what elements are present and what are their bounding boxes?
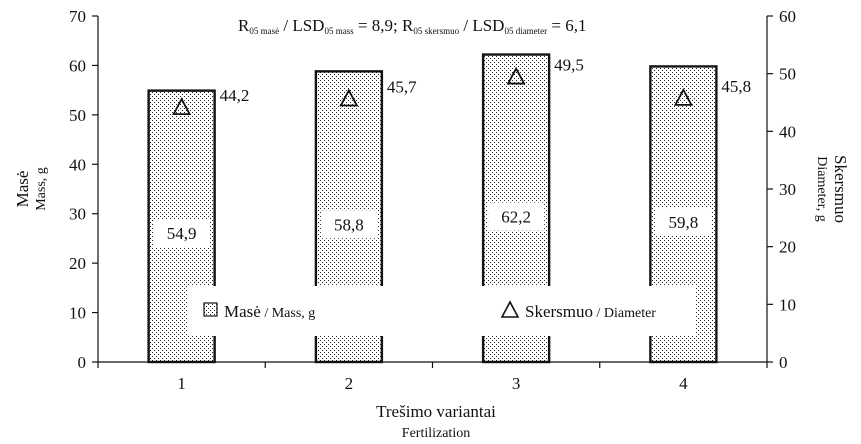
legend-diameter-label: Skersmuo / Diameter xyxy=(525,302,656,321)
right-axis-title: Skersmuo Diameter, g xyxy=(814,155,850,223)
left-axis-title: Masė Mass, g xyxy=(13,167,49,211)
left-tick-label: 10 xyxy=(69,304,86,323)
legend-diam-main: Skersmuo xyxy=(525,302,593,321)
left-tick-label: 40 xyxy=(69,155,86,174)
mass-value-label-bg xyxy=(153,219,210,248)
right-axis-label-main: Skersmuo xyxy=(831,155,850,223)
left-tick-label: 20 xyxy=(69,254,86,273)
mass-value-label-bg xyxy=(655,208,712,237)
title-lsd-diam: / LSD xyxy=(459,16,504,35)
right-tick-label: 30 xyxy=(779,180,796,199)
x-tick-label: 4 xyxy=(679,374,688,393)
legend-mass-swatch xyxy=(203,302,218,317)
left-axis-label-sub: Mass, g xyxy=(34,167,49,211)
right-tick-label: 20 xyxy=(779,238,796,257)
title-r05-sub: 05 masė xyxy=(249,26,279,36)
right-tick-label: 50 xyxy=(779,65,796,84)
bar-labels: 54,9 58,8 62,2 59,8 xyxy=(153,202,712,248)
right-axis-ticks: 0 10 20 30 40 50 60 xyxy=(767,7,796,372)
title-lsd-mass: / LSD xyxy=(279,16,324,35)
mass-value-label: 62,2 xyxy=(501,208,531,227)
x-tick-label: 1 xyxy=(177,374,186,393)
legend-mass-label: Masė / Mass, g xyxy=(224,302,315,321)
title-mass-value: = 8,9; R xyxy=(354,16,414,35)
diameter-value-label: 45,7 xyxy=(387,77,417,96)
mass-value-label-bg xyxy=(488,202,545,231)
x-tick-label: 2 xyxy=(345,374,354,393)
x-axis-label-main: Trešimo variantai xyxy=(376,402,496,421)
right-axis-label-sub: Diameter, g xyxy=(814,156,829,222)
chart-title: R05 masė / LSD05 mass = 8,9; R05 skersmu… xyxy=(238,16,587,36)
title-r05-diam-sub: 05 skersmuo xyxy=(413,26,459,36)
diameter-value-label: 44,2 xyxy=(220,86,250,105)
diameter-marker xyxy=(673,87,693,106)
left-tick-label: 0 xyxy=(78,353,87,372)
left-tick-label: 60 xyxy=(69,56,86,75)
right-tick-label: 0 xyxy=(779,353,788,372)
title-lsd-mass-sub: 05 mass xyxy=(324,26,354,36)
title-lsd-diam-sub: 05 diameter xyxy=(504,26,547,36)
left-tick-label: 30 xyxy=(69,205,86,224)
diameter-marker xyxy=(172,97,192,116)
right-tick-label: 10 xyxy=(779,295,796,314)
left-axis-ticks: 0 10 20 30 40 50 60 70 xyxy=(69,7,98,372)
title-r05: R xyxy=(238,16,250,35)
mass-value-label: 54,9 xyxy=(167,224,197,243)
x-axis-ticks: 1 2 3 4 xyxy=(97,362,768,393)
left-tick-label: 50 xyxy=(69,106,86,125)
diameter-value-label: 45,8 xyxy=(721,77,751,96)
right-tick-label: 60 xyxy=(779,7,796,26)
mass-value-label: 58,8 xyxy=(334,215,364,234)
legend-triangle-icon xyxy=(500,300,520,318)
x-tick-label: 3 xyxy=(512,374,521,393)
diameter-markers: 44,2 45,7 49,5 45,8 xyxy=(172,56,751,116)
left-tick-label: 70 xyxy=(69,7,86,26)
legend: Masė / Mass, g Skersmuo / Diameter xyxy=(188,286,696,336)
right-tick-label: 40 xyxy=(779,122,796,141)
mass-value-label: 59,8 xyxy=(669,213,699,232)
diameter-value-label: 49,5 xyxy=(554,56,584,75)
legend-background xyxy=(188,286,696,336)
legend-mass-sub: / Mass, g xyxy=(261,306,315,321)
title-diam-value: = 6,1 xyxy=(547,16,586,35)
legend-diam-sub: / Diameter xyxy=(593,306,656,321)
left-axis-label-main: Masė xyxy=(13,171,32,208)
legend-mass-main: Masė xyxy=(224,302,261,321)
x-axis-label-sub: Fertilization xyxy=(402,426,470,441)
mass-value-label-bg xyxy=(320,210,377,239)
diameter-marker xyxy=(339,88,359,107)
diameter-marker xyxy=(506,66,526,85)
